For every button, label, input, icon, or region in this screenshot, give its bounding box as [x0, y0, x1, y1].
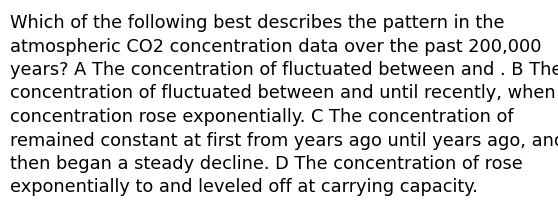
- Text: then began a steady decline. D The concentration of rose: then began a steady decline. D The conce…: [10, 155, 523, 173]
- Text: years? A The concentration of fluctuated between and . B The: years? A The concentration of fluctuated…: [10, 61, 558, 79]
- Text: concentration of fluctuated between and until recently, when the: concentration of fluctuated between and …: [10, 84, 558, 102]
- Text: Which of the following best describes the pattern in the: Which of the following best describes th…: [10, 14, 504, 32]
- Text: remained constant at first from years ago until years ago, and: remained constant at first from years ag…: [10, 131, 558, 149]
- Text: exponentially to and leveled off at carrying capacity.: exponentially to and leveled off at carr…: [10, 178, 478, 196]
- Text: atmospheric CO2 concentration data over the past 200,000: atmospheric CO2 concentration data over …: [10, 37, 541, 56]
- Text: concentration rose exponentially. C The concentration of: concentration rose exponentially. C The …: [10, 108, 513, 126]
